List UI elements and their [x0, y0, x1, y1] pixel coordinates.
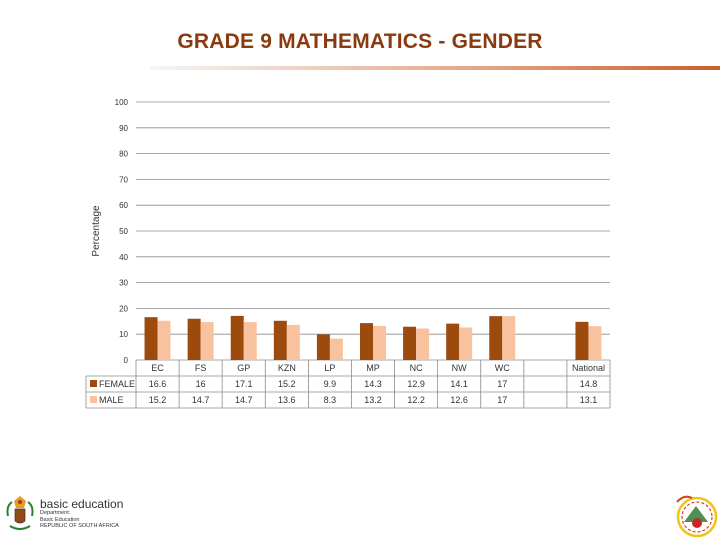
data-label: 8.3: [324, 395, 337, 405]
bar-male-lp: [329, 338, 343, 360]
data-label: 14.7: [235, 395, 253, 405]
coat-of-arms-icon: [6, 496, 34, 530]
y-axis-title: Percentage: [91, 205, 102, 257]
bar-male-nc: [416, 328, 430, 360]
bar-female-national: [575, 321, 589, 360]
bar-female-mp: [360, 323, 373, 360]
data-label: 12.9: [407, 379, 425, 389]
bar-male-national: [588, 326, 602, 360]
y-tick-label: 100: [115, 98, 129, 107]
basic-education-logo: basic education Department: Basic Educat…: [2, 492, 162, 536]
y-tick-label: 20: [119, 304, 128, 313]
data-label: 13.1: [580, 395, 598, 405]
logo-main-text: basic education: [40, 497, 124, 511]
bar-female-nw: [446, 323, 460, 360]
bar-female-fs: [187, 318, 201, 360]
x-tick-label: LP: [324, 363, 335, 373]
x-tick-label: KZN: [278, 363, 296, 373]
data-label: 16: [196, 379, 206, 389]
data-label: 14.8: [580, 379, 598, 389]
title-underline: [150, 66, 720, 70]
bar-male-wc: [502, 316, 516, 360]
bar-female-lp: [316, 334, 330, 360]
x-tick-label: NW: [452, 363, 467, 373]
x-tick-label: WC: [495, 363, 510, 373]
legend-swatch-male: [90, 396, 97, 403]
data-label: 14.7: [192, 395, 210, 405]
data-label: 17: [497, 395, 507, 405]
y-tick-label: 40: [119, 253, 128, 262]
legend-label-female: FEMALE: [99, 379, 135, 389]
data-label: 15.2: [149, 395, 167, 405]
bar-male-fs: [200, 322, 214, 360]
bar-female-wc: [489, 316, 503, 360]
x-tick-label: National: [572, 363, 605, 373]
x-tick-label: NC: [410, 363, 423, 373]
data-label: 9.9: [324, 379, 337, 389]
x-tick-label: MP: [366, 363, 380, 373]
data-label: 12.6: [450, 395, 468, 405]
anniversary-emblem-icon: [676, 495, 718, 538]
x-tick-label: EC: [151, 363, 164, 373]
bar-female-gp: [230, 315, 244, 360]
page-title: GRADE 9 MATHEMATICS - GENDER: [177, 30, 543, 53]
y-tick-label: 90: [119, 124, 128, 133]
data-label: 14.1: [450, 379, 468, 389]
x-tick-label: FS: [195, 363, 207, 373]
y-tick-label: 70: [119, 175, 128, 184]
data-label: 15.2: [278, 379, 296, 389]
bar-male-mp: [373, 325, 386, 360]
logo-dept-label: Department:: [40, 510, 71, 516]
logo-dept-name: Basic Education: [40, 516, 80, 523]
bar-male-nw: [459, 327, 473, 360]
bar-female-nc: [403, 326, 417, 360]
y-tick-label: 60: [119, 201, 128, 210]
logo-republic: REPUBLIC OF SOUTH AFRICA: [40, 523, 119, 529]
y-tick-label: 10: [119, 330, 128, 339]
y-tick-label: 50: [119, 227, 128, 236]
data-label: 13.2: [364, 395, 382, 405]
data-label: 17: [497, 379, 507, 389]
bar-female-ec: [144, 317, 158, 360]
data-label: 17.1: [235, 379, 253, 389]
legend-label-male: MALE: [99, 395, 124, 405]
data-label: 16.6: [149, 379, 167, 389]
y-tick-label: 0: [124, 356, 129, 365]
y-tick-label: 80: [119, 150, 128, 159]
bar-male-kzn: [286, 324, 300, 360]
bar-male-ec: [157, 320, 171, 360]
data-label: 13.6: [278, 395, 296, 405]
x-tick-label: GP: [237, 363, 250, 373]
data-label: 12.2: [407, 395, 425, 405]
bar-male-gp: [243, 322, 257, 360]
bar-female-kzn: [273, 320, 287, 360]
legend-swatch-female: [90, 380, 97, 387]
data-label: 14.3: [364, 379, 382, 389]
y-tick-label: 30: [119, 279, 128, 288]
